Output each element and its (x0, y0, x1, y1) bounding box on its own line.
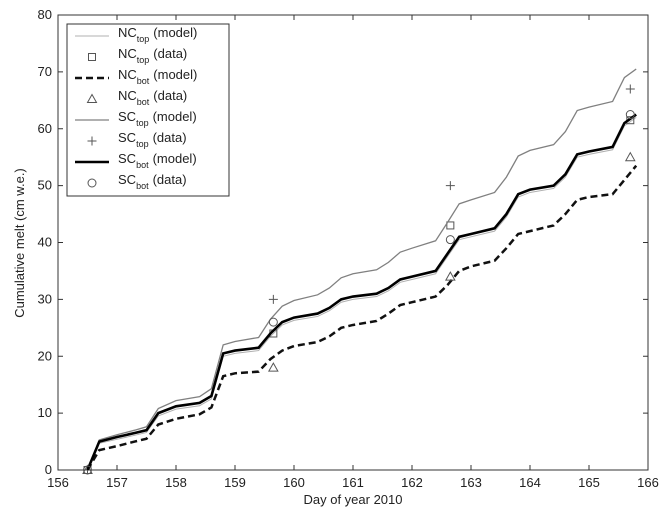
legend-subscript: top (137, 55, 150, 65)
legend-suffix: (model) (153, 25, 197, 40)
legend-swatch (88, 53, 96, 61)
legend-box (66, 23, 230, 197)
legend-name: NC (118, 67, 137, 82)
legend-subscript: bot (137, 97, 150, 107)
legend-label: NCbot (model) (118, 67, 197, 86)
x-tick-label: 164 (519, 475, 541, 490)
legend-swatch (87, 136, 97, 146)
legend-name: NC (118, 46, 137, 61)
legend-subscript: top (137, 34, 150, 44)
y-tick-label: 20 (38, 348, 52, 363)
legend-name: SC (118, 130, 136, 145)
legend-label: NCtop (model) (118, 25, 197, 44)
legend-name: SC (118, 109, 136, 124)
x-tick-label: 160 (283, 475, 305, 490)
legend-label: SCbot (model) (118, 151, 197, 170)
legend-suffix: (data) (153, 46, 187, 61)
y-axis-label: Cumulative melt (cm w.e.) (12, 168, 27, 318)
plus-marker (268, 294, 278, 304)
y-tick-label: 40 (38, 235, 52, 250)
legend-suffix: (data) (153, 172, 187, 187)
triangle-marker (444, 271, 456, 281)
model-line (87, 116, 637, 471)
circle-marker (83, 465, 92, 475)
triangle-marker (267, 362, 279, 372)
x-tick-label: 166 (637, 475, 659, 490)
circle-marker (445, 235, 455, 245)
legend-label: SCtop (model) (118, 109, 197, 128)
legend-swatch (87, 178, 97, 188)
x-tick-label: 156 (47, 475, 69, 490)
x-tick-label: 159 (224, 475, 246, 490)
y-tick-label: 0 (45, 462, 52, 477)
legend-name: NC (118, 88, 137, 103)
legend-name: SC (118, 151, 136, 166)
legend-suffix: (data) (153, 88, 187, 103)
model-line (86, 113, 637, 471)
legend-label: SCbot (data) (118, 172, 187, 191)
legend-label: NCtop (data) (118, 46, 187, 65)
legend-label: NCbot (data) (118, 88, 187, 107)
y-tick-label: 80 (38, 7, 52, 22)
model-line (86, 164, 638, 471)
plus-marker (445, 181, 455, 191)
legend-subscript: bot (137, 76, 150, 86)
triangle-marker (624, 151, 636, 162)
legend-suffix: (model) (153, 109, 197, 124)
legend-suffix: (model) (153, 151, 197, 166)
x-tick-label: 162 (401, 475, 423, 490)
legend-name: SC (118, 172, 136, 187)
y-tick-label: 70 (38, 64, 52, 79)
legend-subscript: bot (136, 181, 149, 191)
legend-subscript: bot (136, 160, 149, 170)
legend-subscript: top (136, 118, 149, 128)
y-tick-label: 30 (38, 291, 52, 306)
x-axis-label: Day of year 2010 (303, 492, 402, 507)
x-tick-label: 161 (342, 475, 364, 490)
y-tick-label: 60 (38, 121, 52, 136)
y-tick-label: 50 (38, 178, 52, 193)
x-tick-label: 165 (578, 475, 600, 490)
legend-name: NC (118, 25, 137, 40)
legend-swatch (86, 93, 98, 103)
x-tick-label: 163 (460, 475, 482, 490)
circle-marker (268, 317, 278, 327)
legend-suffix: (data) (153, 130, 187, 145)
plus-marker (625, 84, 635, 94)
model-line (86, 68, 637, 471)
y-tick-label: 10 (38, 405, 52, 420)
square-marker (446, 221, 455, 230)
legend-label: SCtop (data) (118, 130, 187, 149)
x-tick-label: 157 (106, 475, 128, 490)
circle-marker (625, 110, 635, 120)
x-tick-label: 158 (165, 475, 187, 490)
legend-suffix: (model) (153, 67, 197, 82)
legend-subscript: top (136, 139, 149, 149)
